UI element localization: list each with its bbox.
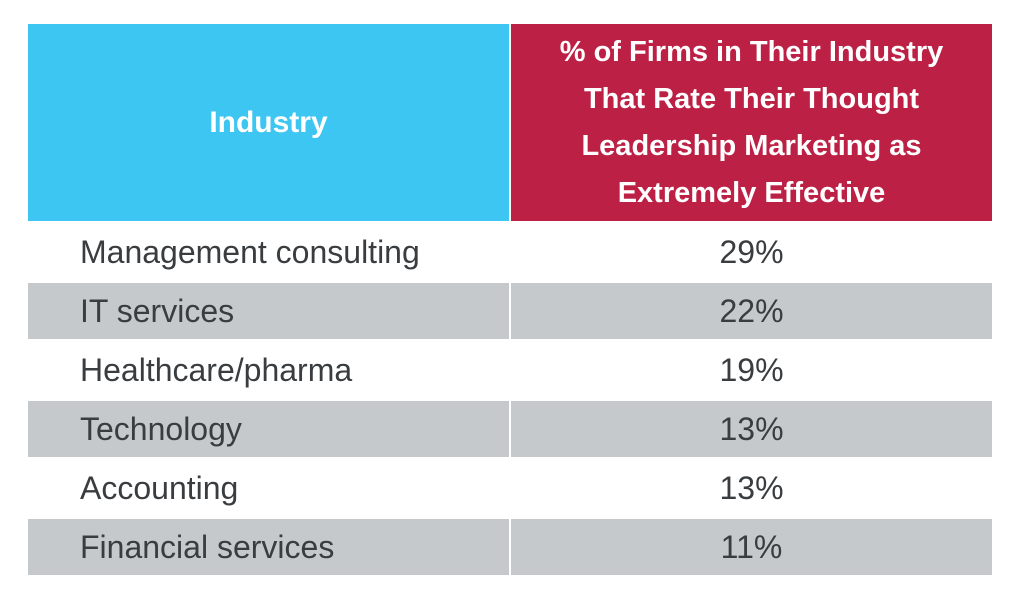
table-row: Healthcare/pharma 19% [28, 342, 992, 398]
percent-cell: 29% [719, 233, 784, 270]
table-row: Technology 13% [28, 401, 992, 457]
table-row: Financial services 11% [28, 519, 992, 575]
industry-cell: Management consulting [80, 233, 420, 270]
industry-cell: Technology [28, 401, 509, 457]
table-row: Accounting 13% [28, 460, 992, 516]
industry-cell: Healthcare/pharma [80, 351, 353, 388]
table-row: Management consulting 29% [28, 224, 992, 280]
industry-cell: IT services [28, 283, 509, 339]
header-industry: Industry [28, 24, 509, 221]
table-row: IT services 22% [28, 283, 992, 339]
industry-effectiveness-table: Industry % of Firms in Their Industry Th… [28, 24, 992, 575]
percent-cell: 22% [511, 283, 992, 339]
percent-cell: 11% [511, 519, 992, 575]
header-percent-firms: % of Firms in Their Industry That Rate T… [511, 24, 992, 221]
percent-cell: 13% [719, 469, 784, 506]
industry-cell: Accounting [80, 469, 239, 506]
percent-cell: 13% [511, 401, 992, 457]
table-header-row: Industry % of Firms in Their Industry Th… [28, 24, 992, 221]
industry-cell: Financial services [28, 519, 509, 575]
percent-cell: 19% [719, 351, 784, 388]
